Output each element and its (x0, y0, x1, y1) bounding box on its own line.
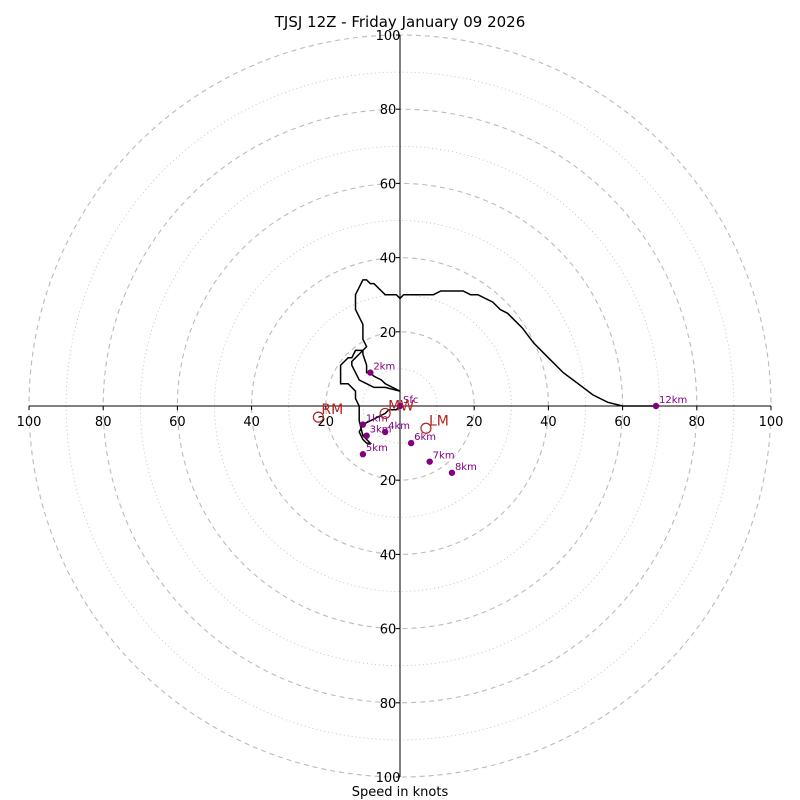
height-label-8km: 8km (455, 462, 477, 473)
height-marker-5km (359, 451, 367, 458)
height-label-6km: 6km (414, 432, 436, 443)
height-label-12km: 12km (659, 395, 687, 406)
height-marker-6km (407, 439, 415, 447)
height-label-2km: 2km (373, 362, 395, 373)
x-tick-label: 80 (95, 415, 112, 430)
x-axis-label: Speed in knots (352, 785, 449, 800)
y-tick-label-bottom: 40 (380, 548, 397, 563)
height-marker-8km (448, 469, 456, 476)
y-tick-label-bottom: 60 (380, 623, 397, 638)
height-marker-3km (363, 432, 370, 439)
wind-trace (339, 279, 656, 444)
storm-motion-markers: RM MW LM (312, 398, 449, 434)
height-label-sfc: Sfc (403, 395, 418, 406)
y-tick-label-top: 100 (376, 29, 401, 44)
y-tick-label-top: 40 (380, 252, 397, 267)
height-label-4km: 4km (388, 421, 410, 432)
storm-motion-label-lm: LM (429, 413, 449, 429)
height-marker-sfc (396, 402, 404, 410)
storm-motion-label-mw: MW (388, 398, 414, 414)
x-tick-label: 60 (169, 415, 186, 430)
y-tick-label-bottom: 20 (380, 474, 397, 489)
x-tick-label: 20 (318, 415, 335, 430)
height-marker-2km (367, 369, 374, 376)
x-tick-label: 40 (243, 415, 260, 430)
height-label-7km: 7km (433, 451, 455, 462)
y-tick-label-bottom: 100 (376, 771, 401, 786)
x-tick-label: 100 (17, 415, 42, 430)
storm-motion-marker-lm (420, 422, 432, 434)
height-marker-1km (359, 421, 367, 428)
y-tick-label-top: 20 (380, 326, 397, 341)
height-marker-7km (426, 458, 433, 465)
y-tick-label-top: 80 (380, 103, 397, 118)
height-marker-4km (381, 428, 389, 436)
axis-ticks: 100 80 60 40 20 20 40 60 80 100 20 20 40 40 60 60 80 80 10… (17, 29, 784, 786)
height-marker-12km (652, 402, 660, 410)
y-tick-label-bottom: 80 (380, 697, 397, 712)
x-tick-label: 60 (614, 415, 631, 430)
height-label-1km: 1km (366, 414, 388, 425)
chart-title: TJSJ 12Z - Friday January 09 2026 (274, 13, 526, 31)
x-tick-label: 100 (759, 415, 784, 430)
height-label-3km: 3km (370, 425, 392, 436)
storm-motion-label-rm: RM (321, 402, 343, 418)
storm-motion-marker-mw (379, 407, 391, 420)
y-tick-label-top: 60 (380, 177, 397, 192)
x-tick-label: 20 (466, 415, 483, 430)
x-tick-label: 80 (689, 415, 706, 430)
storm-motion-marker-rm (312, 411, 324, 423)
x-tick-label: 40 (540, 415, 557, 430)
height-label-5km: 5km (366, 443, 388, 454)
